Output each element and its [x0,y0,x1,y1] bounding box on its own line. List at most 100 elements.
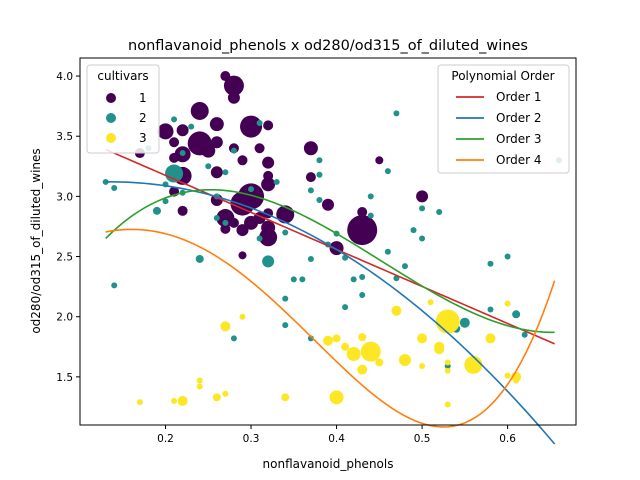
data-point-cultivar-3 [222,390,229,397]
y-tick-label: 2.5 [56,252,73,264]
data-point-cultivar-2 [282,322,289,329]
y-axis: 1.5 2.0 2.5 3.0 3.5 4.0 [56,71,80,384]
y-tick-label: 2.0 [56,312,73,324]
data-point-cultivar-3 [485,333,496,344]
x-tick-label: 0.2 [157,433,174,445]
data-point-cultivar-3 [504,300,511,307]
cultivars-legend-marker [106,133,116,143]
data-point-cultivar-2 [342,304,349,311]
data-point-cultivar-2 [222,169,229,176]
cultivars-legend: cultivars 1 2 3 [86,64,160,154]
fit-legend-label: Order 3 [496,132,542,146]
data-point-cultivar-1 [347,215,378,246]
data-point-cultivar-3 [434,344,445,355]
data-point-cultivar-2 [256,235,263,242]
data-point-cultivar-1 [244,215,259,230]
data-point-cultivar-1 [416,190,429,203]
x-tick-label: 0.6 [499,433,516,445]
data-point-cultivar-2 [307,335,314,342]
data-point-cultivar-3 [220,321,231,332]
x-axis-label: nonflavanoid_phenols [263,457,394,471]
data-point-cultivar-3 [281,393,290,402]
data-point-cultivar-1 [240,115,263,138]
data-point-cultivar-2 [179,150,186,157]
data-point-cultivar-3 [427,299,434,306]
data-point-cultivar-2 [367,212,374,219]
data-point-cultivar-2 [222,219,229,226]
data-point-cultivar-2 [512,310,521,319]
data-point-cultivar-3 [419,363,426,370]
data-point-cultivar-2 [282,295,289,302]
data-point-cultivar-2 [248,186,255,193]
data-point-cultivar-3 [323,335,333,346]
fit-legend-label: Order 1 [496,90,542,104]
data-point-cultivar-2 [401,263,408,270]
data-point-cultivar-1 [236,224,249,237]
data-point-cultivar-3 [357,364,368,375]
data-point-cultivar-1 [259,228,278,247]
data-point-cultivar-3 [358,333,367,342]
data-point-cultivar-1 [230,191,255,216]
data-point-cultivar-2 [299,276,306,283]
data-point-cultivar-2 [213,215,220,222]
data-point-cultivar-2 [487,260,494,267]
data-point-cultivar-2 [262,255,275,268]
data-point-cultivar-2 [410,227,417,234]
fit-lines-layer [105,148,556,445]
polynomial-order-legend-title: Polynomial Order [451,69,554,83]
data-point-cultivar-1 [228,217,239,228]
data-point-cultivar-1 [276,205,295,224]
data-point-cultivar-2 [367,193,374,200]
data-point-cultivar-1 [220,223,231,234]
data-point-cultivar-2 [393,110,400,117]
data-point-cultivar-1 [305,172,316,183]
chart-title: nonflavanoid_phenols x od280/od315_of_di… [128,38,528,54]
data-point-cultivar-2 [487,306,494,313]
data-point-cultivar-3 [177,395,188,406]
data-point-cultivar-3 [444,313,451,320]
data-point-cultivar-2 [165,164,184,183]
data-point-cultivar-3 [239,313,246,320]
cultivars-legend-marker [106,113,116,123]
x-tick-label: 0.3 [243,433,260,445]
data-point-cultivar-2 [111,282,118,289]
data-point-cultivar-2 [350,276,357,283]
data-point-cultivar-2 [282,229,289,236]
data-point-cultivar-3 [136,399,143,406]
data-point-cultivar-2 [384,168,391,175]
data-point-cultivar-2 [230,335,237,342]
data-point-cultivar-3 [196,377,203,384]
cultivars-legend-label: 3 [139,131,147,145]
data-point-cultivar-1 [210,166,223,179]
data-point-cultivar-3 [464,355,483,374]
y-tick-label: 3.5 [56,131,73,143]
data-point-cultivar-1 [209,117,224,132]
data-point-cultivar-3 [435,309,460,334]
data-point-cultivar-2 [307,187,314,194]
data-point-cultivar-1 [210,136,223,149]
data-point-cultivar-1 [227,91,240,104]
fit-line-order-3 [105,188,555,334]
data-point-cultivar-1 [237,155,248,166]
data-point-cultivar-3 [398,354,411,367]
data-point-cultivar-2 [256,119,263,126]
points-layer [102,71,562,408]
cultivars-legend-label: 2 [139,111,147,125]
data-point-cultivar-3 [513,377,520,384]
plot-area [102,71,562,445]
fit-line-order-2 [105,181,556,445]
polynomial-order-legend-box [437,64,570,174]
polynomial-order-legend-entries: Order 1 Order 2 Order 3 Order 4 [456,90,542,167]
cultivars-legend-box [86,64,160,154]
y-axis-label: od280/od315_of_diluted_wines [29,148,43,333]
data-point-cultivar-2 [316,157,323,164]
x-tick-label: 0.4 [328,433,345,445]
data-point-cultivar-2 [384,248,391,255]
data-point-cultivar-3 [504,372,511,379]
data-point-cultivar-2 [290,276,297,283]
data-point-cultivar-2 [521,331,528,338]
data-point-cultivar-2 [230,147,237,154]
data-point-cultivar-1 [322,198,334,211]
